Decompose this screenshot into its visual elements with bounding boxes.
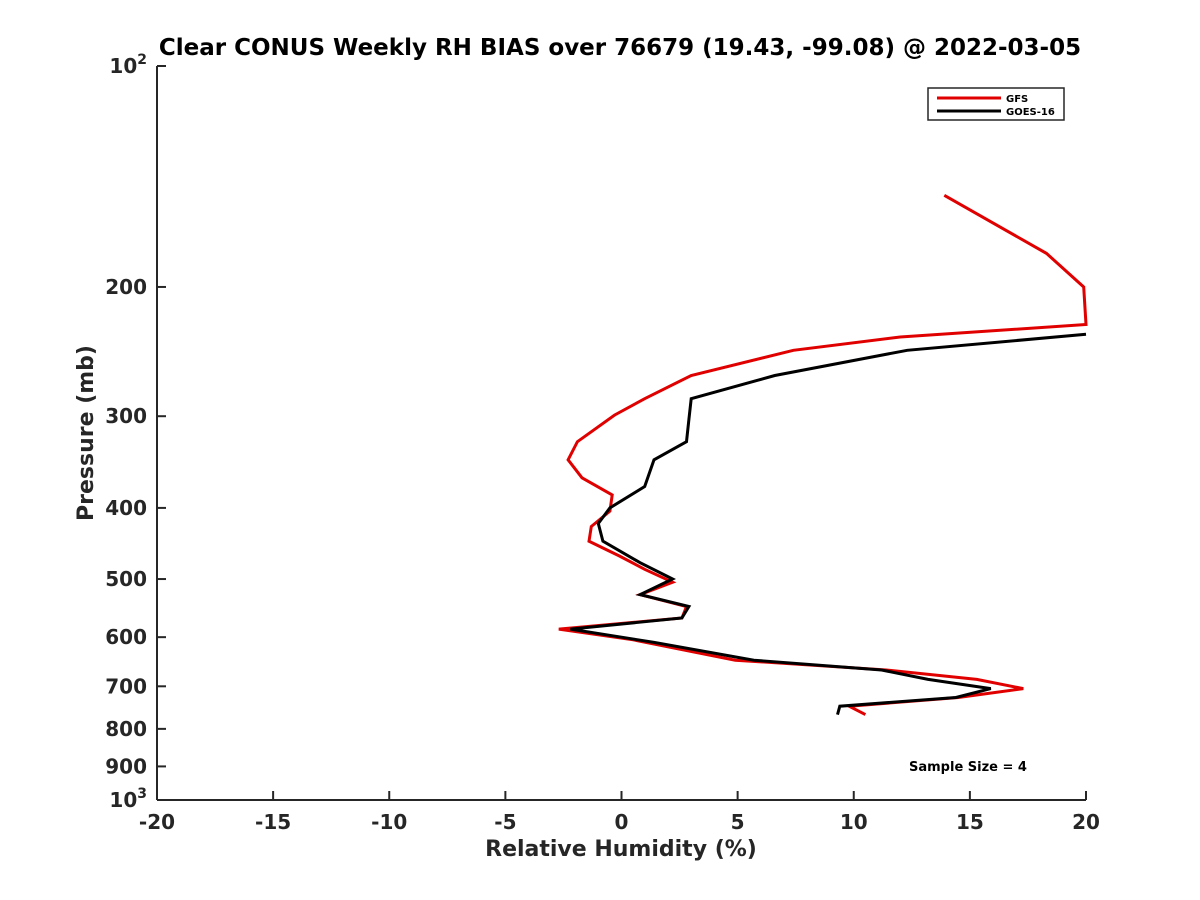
y-tick-label: 700 [105,674,147,698]
chart-title: Clear CONUS Weekly RH BIAS over 76679 (1… [159,35,1081,61]
x-tick-label: 15 [956,810,984,834]
x-tick-label: 20 [1072,810,1100,834]
y-tick-label: 103 [109,786,147,812]
y-tick-label-base: 10 [109,788,137,812]
series-line-gfs [558,193,1088,716]
y-tick-label: 102 [109,52,147,78]
legend-label: GFS [1006,94,1028,105]
y-tick-label: 800 [105,717,147,741]
y-tick-label-base: 300 [105,404,147,428]
x-tick-label: -10 [371,810,407,834]
y-tick-label-base: 800 [105,717,147,741]
x-ticks: -20 -15 -10 -5 0 5 10 15 20 [139,791,1100,834]
y-axis-label: Pressure (mb) [74,345,99,521]
y-tick-label-exponent: 2 [137,52,147,68]
y-tick-label-exponent: 3 [137,786,147,802]
legend-label: GOES-16 [1006,107,1055,118]
axes [156,66,1086,801]
series-lines [558,193,1088,716]
y-tick-label-base: 900 [105,754,147,778]
x-tick-label: -5 [494,810,516,834]
y-tick-label: 300 [105,404,147,428]
y-tick-label-base: 10 [109,54,137,78]
y-tick-label-base: 700 [105,674,147,698]
y-tick-label: 400 [105,496,147,520]
y-tick-label-base: 200 [105,275,147,299]
y-tick-label: 200 [105,275,147,299]
y-tick-label: 600 [105,625,147,649]
x-tick-label: -20 [139,810,175,834]
series-line-goes-16 [570,332,1087,715]
x-tick-label: 0 [615,810,629,834]
sample-size-annotation: Sample Size = 4 [909,760,1027,775]
x-tick-label: 10 [840,810,868,834]
y-tick-label: 500 [105,567,147,591]
legend-box [927,87,1065,121]
y-tick-label-base: 500 [105,567,147,591]
x-tick-label: -15 [255,810,291,834]
y-tick-label-base: 600 [105,625,147,649]
x-axis-label: Relative Humidity (%) [485,837,757,862]
x-tick-label: 5 [731,810,745,834]
legend: GFS GOES-16 [927,87,1065,121]
y-tick-label-base: 400 [105,496,147,520]
y-tick-label: 900 [105,754,147,778]
